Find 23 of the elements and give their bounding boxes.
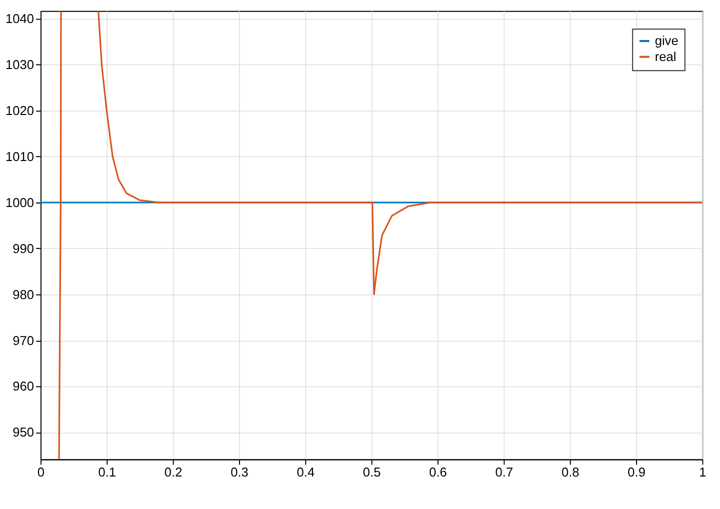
y-tick-label: 1010 — [6, 148, 34, 164]
y-tick-label: 970 — [12, 332, 34, 348]
y-tick-label: 1030 — [6, 57, 34, 72]
y-tick-label: 1020 — [6, 103, 34, 118]
y-tick-label: 1000 — [6, 194, 34, 210]
x-tick-label: 1 — [699, 464, 706, 480]
x-tick-label: 0.5 — [362, 464, 381, 480]
x-tick-label: 0.9 — [628, 464, 646, 480]
x-tick-label: 0.6 — [429, 464, 447, 480]
x-tick-label: 0.3 — [230, 464, 248, 480]
y-tick-label: 960 — [12, 378, 34, 394]
x-tick-label: 0.4 — [296, 464, 315, 480]
y-tick-label: 1040 — [6, 11, 34, 26]
legend-label: give — [654, 32, 678, 48]
x-tick-label: 0.2 — [164, 464, 182, 480]
y-tick-label: 990 — [12, 240, 34, 256]
y-tick-label: 950 — [12, 424, 34, 440]
x-tick-label: 0.7 — [495, 464, 514, 480]
y-tick-label: 980 — [12, 286, 34, 302]
x-tick-label: 0.1 — [98, 464, 116, 480]
x-tick-label: 0 — [37, 464, 45, 480]
legend-label: real — [654, 48, 676, 64]
x-tick-label: 0.8 — [561, 464, 580, 480]
